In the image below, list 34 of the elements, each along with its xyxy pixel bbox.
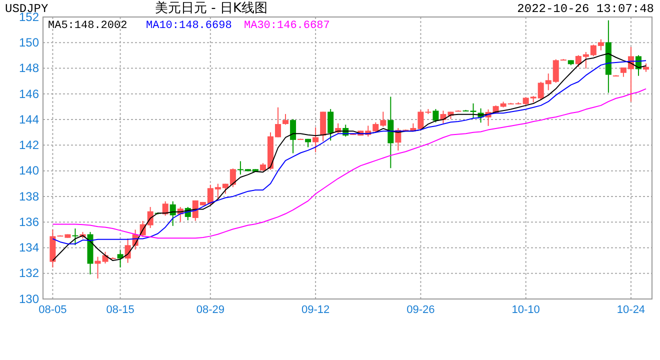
candlestick (388, 96, 394, 169)
x-tick-label: 08-15 (106, 304, 134, 316)
candlestick (328, 108, 334, 142)
text: MA5:148.2002 (48, 20, 128, 32)
y-tick-label: 136 (18, 214, 40, 229)
candlestick (72, 228, 78, 246)
x-tick-label: 10-24 (616, 304, 646, 316)
candlestick (162, 200, 168, 216)
y-tick-label: 134 (18, 240, 40, 255)
text: MA10:148.6698 (146, 20, 232, 32)
y-tick-label: 132 (18, 266, 40, 280)
x-tick-label: 08-29 (196, 304, 224, 316)
candlestick (312, 126, 319, 153)
x-tick-label: 10-10 (512, 304, 540, 316)
x-tick-label: 09-12 (301, 304, 330, 316)
y-tick-label: 148 (18, 61, 40, 76)
y-tick-label: 130 (18, 292, 40, 306)
candlestick (117, 250, 124, 268)
text: 2022-10-26 13:07:48 (517, 2, 654, 16)
y-tick-label: 144 (18, 112, 40, 126)
x-tick-label: 08-05 (38, 304, 67, 316)
y-tick-label: 150 (18, 35, 40, 50)
candlestick (432, 108, 439, 123)
y-tick-label: 142 (18, 138, 40, 152)
y-tick-label: 138 (18, 189, 40, 204)
x-tick-label: 09-26 (406, 304, 435, 316)
candlestick (170, 200, 176, 226)
candlestick (282, 114, 289, 126)
text: MA30:146.6687 (244, 20, 330, 32)
y-tick-label: 146 (18, 86, 40, 101)
candlestick (290, 118, 296, 154)
candlestick (320, 111, 326, 142)
chart-title: 美元日元 - 日K线图 (155, 0, 268, 16)
y-tick-label: 140 (18, 164, 40, 178)
